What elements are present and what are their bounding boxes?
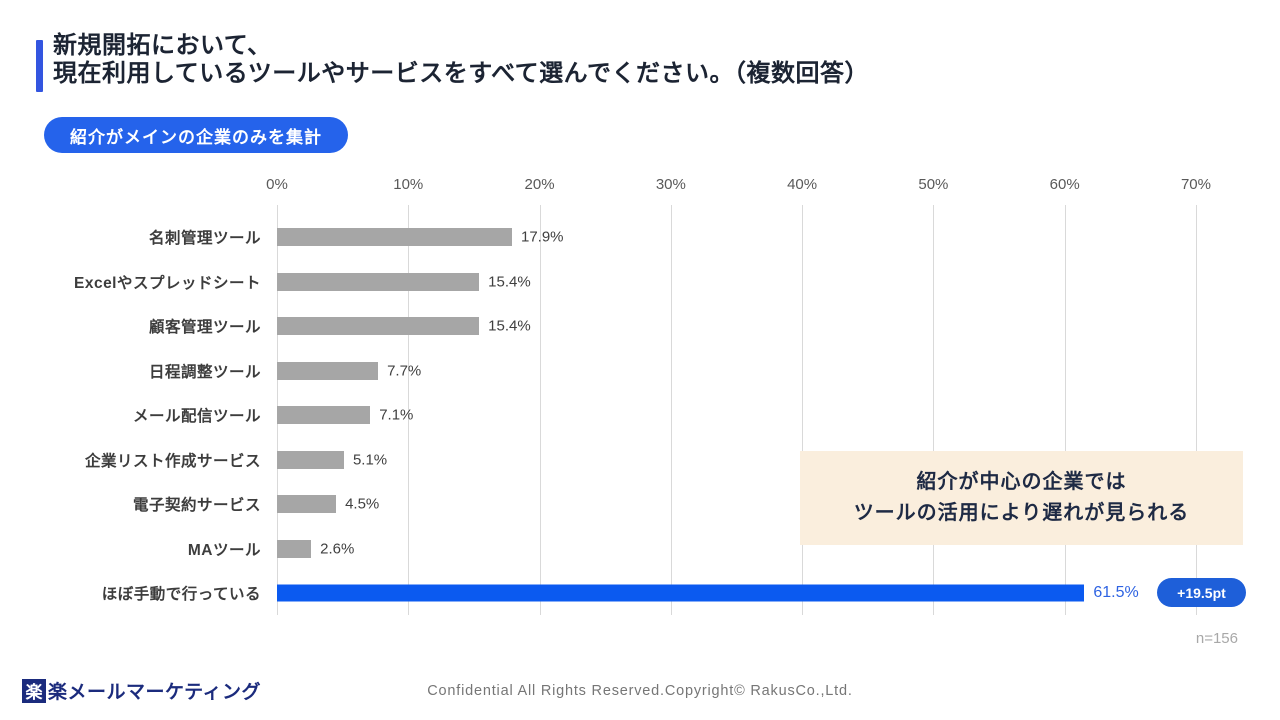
bar — [277, 361, 379, 380]
category-label: 顧客管理ツール — [148, 319, 261, 337]
category-label: Excelやスプレッドシート — [73, 274, 261, 292]
logo-text: 楽メールマーケティング — [48, 682, 261, 703]
page-title-line2: 現在利用しているツールやサービスをすべて選んでください。（複数回答） — [53, 60, 869, 87]
chart-row: 顧客管理ツール 15.4% — [0, 304, 1280, 349]
title-accent-bar — [36, 40, 43, 92]
gridline — [802, 205, 804, 615]
category-label: 日程調整ツール — [148, 363, 261, 381]
bar — [277, 539, 312, 558]
bar — [277, 406, 371, 425]
chart-row: MAツール 2.6% — [0, 527, 1280, 572]
axis-tick: 20% — [524, 176, 555, 193]
axis-tick: 10% — [393, 176, 424, 193]
value-label: 2.6% — [320, 540, 355, 558]
value-label: 7.1% — [379, 406, 414, 424]
page-title-line1: 新規開拓において、 — [53, 32, 272, 59]
gridline — [933, 205, 935, 615]
gridline — [1195, 205, 1197, 615]
category-label: ほぼ手動で行っている — [101, 586, 261, 604]
axis-tick: 0% — [266, 176, 288, 193]
category-label: 企業リスト作成サービス — [84, 452, 261, 470]
value-label: 4.5% — [345, 495, 380, 513]
chart-row: 企業リスト作成サービス 5.1% — [0, 438, 1280, 483]
chart-row: ほぼ手動で行っている 61.5% — [0, 571, 1280, 616]
gridline — [1064, 205, 1066, 615]
filter-badge: 紹介がメインの企業のみを集計 — [44, 117, 348, 153]
chart-row: メール配信ツール 7.1% — [0, 393, 1280, 438]
bar-chart: 70% 60% 50% 40% 30% 20% 10% 0% 名刺管理ツール 17.9% Exce… — [0, 160, 1280, 647]
gridline — [408, 205, 410, 615]
bar — [277, 495, 337, 514]
bar — [277, 584, 1085, 602]
axis-tick: 60% — [1049, 176, 1080, 193]
bar — [277, 228, 512, 247]
gridline — [539, 205, 541, 615]
category-label: メール配信ツール — [132, 408, 261, 426]
category-label: 電子契約サービス — [132, 497, 261, 515]
copyright-text: Confidential All Rights Reserved.Copyrig… — [427, 683, 853, 699]
sample-size-label: n=156 — [1195, 630, 1238, 647]
axis-tick: 30% — [655, 176, 686, 193]
value-label: 17.9% — [520, 228, 564, 246]
value-label: 61.5% — [1093, 584, 1139, 602]
logo-square-icon: 楽 — [22, 678, 46, 703]
logo: 楽 楽メールマーケティング — [22, 677, 261, 704]
chart-row: Excelやスプレッドシート 15.4% — [0, 260, 1280, 305]
value-label: 15.4% — [488, 273, 531, 291]
axis-tick: 40% — [787, 176, 818, 193]
bar — [277, 450, 344, 469]
annotation-box: 紹介が中心の企業では ツールの活用により遅れが見られる — [800, 451, 1243, 545]
value-label: 5.1% — [352, 451, 388, 469]
diff-badge: +19.5pt — [1157, 578, 1246, 607]
axis-tick: 70% — [1180, 176, 1211, 193]
value-label: 15.4% — [488, 317, 531, 335]
bar — [277, 317, 480, 336]
chart-row: 日程調整ツール 7.7% — [0, 349, 1280, 394]
category-label: MAツール — [187, 541, 261, 559]
value-label: 7.7% — [387, 362, 422, 380]
annotation-line1: 紹介が中心の企業では — [916, 471, 1127, 493]
axis-tick: 50% — [918, 176, 949, 193]
bar — [277, 272, 480, 291]
category-label: 名刺管理ツール — [148, 230, 261, 248]
page-title: 新規開拓において、 現在利用しているツールやサービスをすべて選んでください。（複… — [53, 32, 869, 88]
chart-row: 名刺管理ツール 17.9% — [0, 215, 1280, 260]
annotation-line2: ツールの活用により遅れが見られる — [853, 502, 1190, 524]
gridline — [670, 205, 672, 615]
chart-row: 電子契約サービス 4.5% — [0, 482, 1280, 527]
